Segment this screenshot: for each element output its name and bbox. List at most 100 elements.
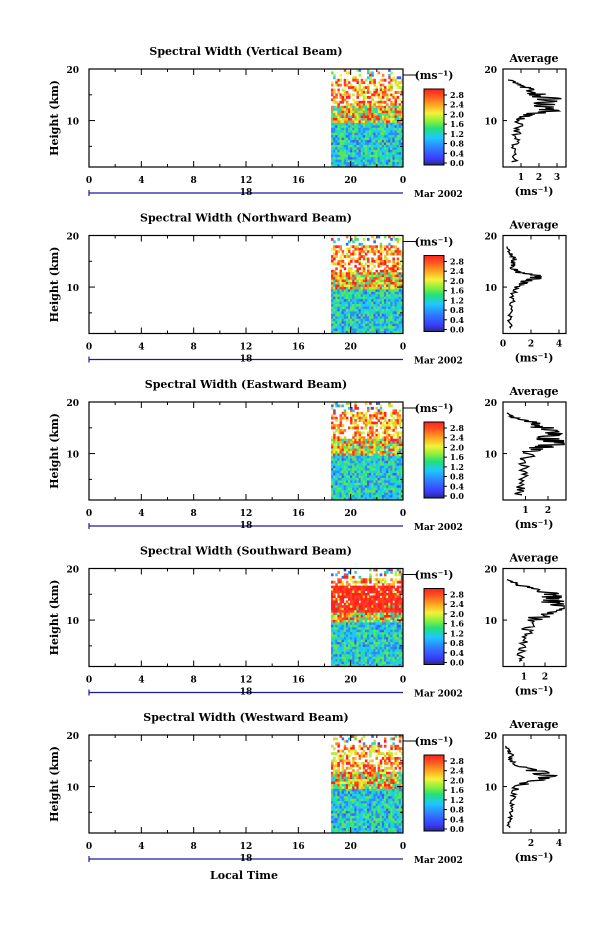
heatmap-cell xyxy=(371,95,374,99)
heatmap-cell xyxy=(345,446,349,449)
heatmap-cell xyxy=(360,247,364,251)
heatmap-cell xyxy=(379,100,383,104)
heatmap-cell xyxy=(333,649,336,653)
heatmap-cell xyxy=(398,595,402,599)
heatmap-cell xyxy=(339,110,343,114)
heatmap-cell xyxy=(369,612,372,616)
heatmap-cell xyxy=(392,282,395,285)
heatmap-cell xyxy=(335,135,338,138)
heatmap-cell xyxy=(362,443,366,447)
heatmap-cell xyxy=(396,110,400,114)
heatmap-cell xyxy=(350,313,353,317)
heatmap-cell xyxy=(396,480,400,484)
heatmap-cell xyxy=(341,260,345,263)
heatmap-cell xyxy=(379,409,383,413)
heatmap-cell xyxy=(400,468,404,471)
heatmap-cell xyxy=(386,492,389,496)
heatmap-cell xyxy=(331,627,334,631)
heatmap-cell xyxy=(358,260,362,263)
colorbar-unit: (ms⁻¹) xyxy=(415,69,454,82)
heatmap-cell xyxy=(343,438,347,442)
heatmap-cell xyxy=(390,473,393,476)
heatmap-cell xyxy=(398,455,402,459)
heatmap-cell xyxy=(386,296,389,300)
heatmap-cell xyxy=(383,323,387,327)
heatmap-cell xyxy=(379,744,383,748)
heatmap-cell xyxy=(360,127,364,131)
heatmap-cell xyxy=(352,656,355,660)
heatmap-cell xyxy=(345,122,349,126)
heatmap-cell xyxy=(352,137,355,141)
colorbar-tick-label: 2.8 xyxy=(450,423,464,433)
heatmap-cell xyxy=(379,242,383,246)
heatmap-cell xyxy=(388,463,391,467)
heatmap-cells xyxy=(331,735,404,834)
heatmap-cell xyxy=(364,443,368,447)
heatmap-cell xyxy=(383,632,387,636)
heatmap-cell xyxy=(356,274,359,278)
heatmap-cell xyxy=(343,470,347,474)
heatmap-cell xyxy=(400,590,404,594)
heatmap-cell xyxy=(400,664,404,667)
heatmap-cell xyxy=(396,659,400,662)
heatmap-cell xyxy=(356,588,359,591)
heatmap-cell xyxy=(352,118,355,121)
heatmap-cell xyxy=(339,428,343,432)
heatmap-cell xyxy=(339,583,343,587)
heatmap-cell xyxy=(354,132,357,136)
heatmap-cell xyxy=(394,632,398,636)
heatmap-cell xyxy=(398,607,402,611)
heatmap-cell xyxy=(343,615,347,618)
heatmap-cell xyxy=(354,137,357,141)
heatmap-cell xyxy=(362,649,366,653)
heatmap-cell xyxy=(358,316,362,320)
heatmap-cell xyxy=(339,144,343,148)
heatmap-cell xyxy=(335,402,338,405)
heatmap-cell xyxy=(373,749,376,753)
heatmap-cell xyxy=(377,632,381,636)
heatmap-cell xyxy=(392,294,395,298)
heatmap-cell xyxy=(394,289,398,293)
heatmap-cell xyxy=(347,460,351,464)
heatmap-cell xyxy=(347,108,351,112)
heatmap-cell xyxy=(335,436,338,440)
heatmap-cell xyxy=(337,634,340,638)
heatmap-cell xyxy=(352,580,355,584)
heatmap-cell xyxy=(381,321,385,325)
heatmap-cell xyxy=(396,144,400,148)
heatmap-cell xyxy=(379,318,383,322)
heatmap-cell xyxy=(369,458,372,462)
heatmap-cell xyxy=(356,164,359,168)
heatmap-cell xyxy=(396,419,400,422)
heatmap-cell xyxy=(369,95,372,99)
heatmap-cell xyxy=(379,250,383,254)
heatmap-cell xyxy=(358,602,362,606)
heatmap-cell xyxy=(356,451,359,454)
heatmap-cell xyxy=(356,473,359,476)
heatmap-cell xyxy=(347,144,351,148)
heatmap-cell xyxy=(343,309,347,312)
heatmap-cell xyxy=(347,299,351,303)
heatmap-cell xyxy=(354,458,357,462)
heatmap-cell xyxy=(388,301,391,305)
heatmap-cell xyxy=(373,411,376,415)
heatmap-cell xyxy=(352,438,355,442)
heatmap-cell xyxy=(333,100,336,104)
heatmap-cell xyxy=(343,495,347,498)
heatmap-cell xyxy=(341,147,345,151)
heatmap-cell xyxy=(369,127,372,131)
heatmap-cell xyxy=(345,118,349,121)
heatmap-cell xyxy=(350,642,353,645)
heatmap-cell xyxy=(341,585,345,589)
heatmap-cell xyxy=(373,739,376,743)
heatmap-cell xyxy=(362,585,366,589)
heatmap-cell xyxy=(369,441,372,445)
heatmap-cell xyxy=(345,115,349,119)
heatmap-cell xyxy=(347,142,351,146)
heatmap-cell xyxy=(360,463,364,467)
heatmap-cell xyxy=(400,267,404,271)
heatmap-cell xyxy=(386,460,389,464)
heatmap-cell xyxy=(350,632,353,636)
heatmap-cell xyxy=(356,115,359,119)
heatmap-cell xyxy=(331,590,334,594)
